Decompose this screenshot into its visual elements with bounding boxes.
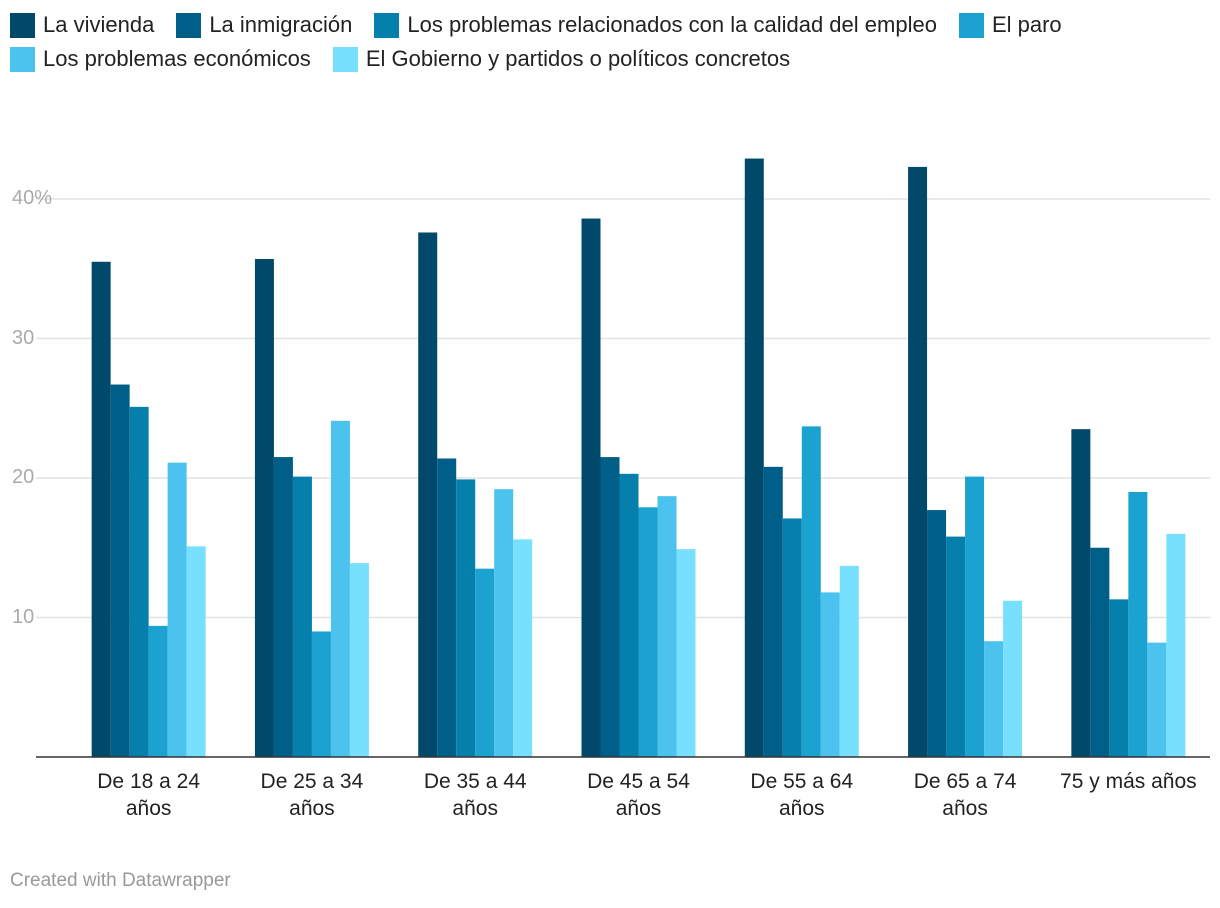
bar xyxy=(908,166,928,758)
bar xyxy=(600,457,620,757)
legend-label: Los problemas económicos xyxy=(43,46,311,71)
bar xyxy=(513,539,533,757)
bar xyxy=(820,592,840,757)
bar xyxy=(273,457,293,757)
bar xyxy=(475,568,495,757)
x-tick-label: De 65 a 74 años xyxy=(913,770,1017,820)
bar xyxy=(676,549,696,757)
x-tick-label: De 35 a 44 años xyxy=(423,770,527,820)
x-tick-label: 75 y más años xyxy=(1060,770,1197,793)
bar xyxy=(965,476,985,757)
legend-swatch xyxy=(332,46,358,72)
y-tick-label: 20 xyxy=(12,466,35,488)
bar xyxy=(330,420,350,757)
legend-item: El paro xyxy=(958,12,1062,38)
bar xyxy=(418,232,438,758)
legend-swatch xyxy=(176,12,202,38)
bar xyxy=(129,406,149,757)
bar xyxy=(254,258,274,757)
bar xyxy=(148,625,168,757)
legend-swatch xyxy=(10,46,35,72)
x-tick-label: De 45 a 54 años xyxy=(587,770,690,820)
bar xyxy=(581,218,601,757)
legend-swatch xyxy=(374,12,400,38)
legend-swatch xyxy=(10,12,35,38)
bar xyxy=(1090,547,1110,757)
legend-item: Los problemas económicos xyxy=(10,46,311,72)
bar xyxy=(110,384,130,757)
bar xyxy=(946,536,966,757)
bar xyxy=(437,458,457,757)
legend-item: El Gobierno y partidos o políticos concr… xyxy=(332,46,791,72)
bar xyxy=(349,563,369,757)
x-tick-label: De 18 a 24 años xyxy=(97,770,201,820)
bar xyxy=(801,426,821,757)
bar xyxy=(311,631,331,757)
bar xyxy=(763,466,783,757)
bar xyxy=(1071,429,1091,757)
legend-swatch xyxy=(958,12,984,38)
x-tick-label: De 55 a 64 años xyxy=(750,770,854,820)
legend-label: La inmigración xyxy=(209,12,353,37)
bar xyxy=(927,510,947,757)
legend-item: Los problemas relacionados con la calida… xyxy=(374,12,937,38)
legend-item: La vivienda xyxy=(10,12,154,38)
bar xyxy=(1147,642,1167,757)
bar xyxy=(292,476,312,757)
bar xyxy=(494,489,514,757)
legend-label: La vivienda xyxy=(43,12,155,37)
legend-item: La inmigración xyxy=(176,12,352,38)
bar xyxy=(1128,491,1148,757)
credit: Created with Datawrapper xyxy=(10,870,231,891)
bar xyxy=(984,641,1004,757)
bar xyxy=(186,546,206,757)
legend: La vivienda La inmigración Los problemas r… xyxy=(10,12,1170,72)
bar xyxy=(1003,600,1023,757)
x-tick-label: De 25 a 34 años xyxy=(260,770,364,820)
bar xyxy=(744,158,764,758)
y-tick-label: 40% xyxy=(12,187,53,209)
bar xyxy=(1109,599,1129,757)
bar xyxy=(782,518,802,757)
bar xyxy=(619,473,639,757)
y-tick-label: 30 xyxy=(12,326,35,349)
bar xyxy=(657,496,677,757)
bar xyxy=(1166,533,1186,757)
legend-label: El Gobierno y partidos o políticos concr… xyxy=(365,46,791,71)
legend-label: Los problemas relacionados con la calida… xyxy=(407,12,937,37)
bar xyxy=(91,261,111,757)
bar xyxy=(839,565,859,757)
bar xyxy=(167,462,187,757)
legend-label: El paro xyxy=(991,12,1062,37)
bar xyxy=(456,479,476,757)
y-tick-label: 10 xyxy=(12,605,35,628)
bar xyxy=(638,507,658,757)
